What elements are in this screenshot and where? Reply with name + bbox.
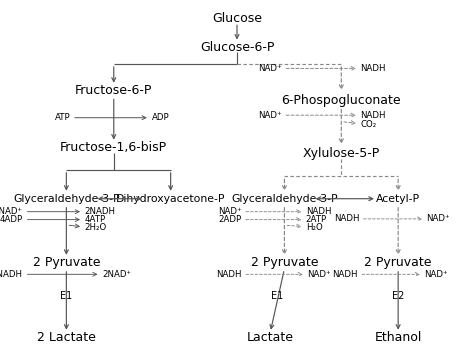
Text: 4ATP: 4ATP bbox=[84, 215, 106, 224]
Text: 2NAD⁺: 2NAD⁺ bbox=[0, 207, 23, 216]
Text: 2 Pyruvate: 2 Pyruvate bbox=[365, 256, 432, 269]
Text: 6-Phospogluconate: 6-Phospogluconate bbox=[282, 94, 401, 107]
Text: 2 Pyruvate: 2 Pyruvate bbox=[251, 256, 318, 269]
Text: Glyceraldehyde-3-P: Glyceraldehyde-3-P bbox=[231, 194, 337, 204]
Text: NAD⁺: NAD⁺ bbox=[218, 207, 242, 216]
Text: E1: E1 bbox=[271, 291, 283, 301]
Text: 2ATP: 2ATP bbox=[306, 215, 327, 224]
Text: NADH: NADH bbox=[306, 207, 331, 216]
Text: NADH: NADH bbox=[216, 270, 242, 279]
Text: NADH: NADH bbox=[332, 270, 358, 279]
Text: NAD⁺: NAD⁺ bbox=[424, 270, 448, 279]
Text: NAD⁺: NAD⁺ bbox=[258, 64, 282, 73]
Text: 4ADP: 4ADP bbox=[0, 215, 23, 224]
Text: 2NADH: 2NADH bbox=[84, 207, 115, 216]
Text: Xylulose-5-P: Xylulose-5-P bbox=[303, 147, 380, 159]
Text: NADH: NADH bbox=[360, 64, 386, 73]
Text: 2NAD⁺: 2NAD⁺ bbox=[102, 270, 131, 279]
Text: 2ADP: 2ADP bbox=[219, 215, 242, 224]
Text: 2H₂O: 2H₂O bbox=[84, 223, 107, 232]
Text: E2: E2 bbox=[392, 291, 404, 301]
Text: Glucose: Glucose bbox=[212, 12, 262, 24]
Text: E1: E1 bbox=[60, 291, 73, 301]
Text: NAD⁺: NAD⁺ bbox=[427, 214, 450, 223]
Text: Fructose-1,6-bisP: Fructose-1,6-bisP bbox=[60, 141, 167, 154]
Text: Fructose-6-P: Fructose-6-P bbox=[75, 84, 153, 97]
Text: NAD⁺: NAD⁺ bbox=[307, 270, 331, 279]
Text: Acetyl-P: Acetyl-P bbox=[376, 194, 420, 204]
Text: Ethanol: Ethanol bbox=[374, 331, 422, 344]
Text: 2NADH: 2NADH bbox=[0, 270, 23, 279]
Text: H₂O: H₂O bbox=[306, 223, 322, 232]
Text: NADH: NADH bbox=[334, 214, 359, 223]
Text: 2 Pyruvate: 2 Pyruvate bbox=[33, 256, 100, 269]
Text: CO₂: CO₂ bbox=[360, 120, 376, 129]
Text: Glucose-6-P: Glucose-6-P bbox=[200, 41, 274, 54]
Text: NAD⁺: NAD⁺ bbox=[258, 111, 282, 120]
Text: Dihydroxyacetone-P: Dihydroxyacetone-P bbox=[116, 194, 226, 204]
Text: Glyceraldehyde-3-P: Glyceraldehyde-3-P bbox=[13, 194, 119, 204]
Text: Lactate: Lactate bbox=[246, 331, 294, 344]
Text: NADH: NADH bbox=[360, 111, 386, 120]
Text: ADP: ADP bbox=[152, 113, 169, 122]
Text: ATP: ATP bbox=[55, 113, 70, 122]
Text: 2 Lactate: 2 Lactate bbox=[37, 331, 96, 344]
